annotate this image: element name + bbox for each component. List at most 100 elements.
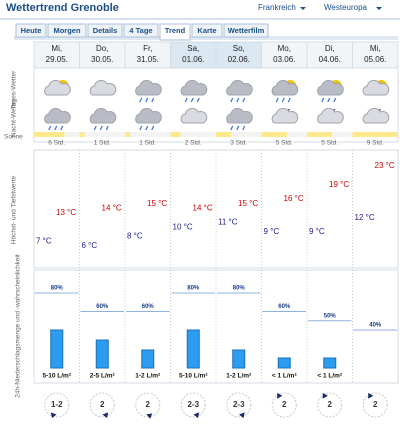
sunshine-track: [125, 132, 171, 137]
wind-rose: [44, 392, 70, 418]
high-temp: 19 °C: [329, 180, 349, 189]
rain-icon: [275, 97, 291, 103]
wind-arrow: [322, 392, 328, 399]
rain-icon: [184, 97, 200, 103]
precip-amount: < 1 L/m²: [317, 373, 343, 380]
rain-icon: [230, 97, 246, 103]
row-label: 24h-Niederschlagsmenge und -wahrscheinli…: [15, 254, 22, 398]
wind-arrow: [102, 412, 109, 419]
wind-rose: [362, 392, 388, 418]
cloud-icon: [135, 79, 162, 96]
probability-label: 80%: [51, 286, 64, 292]
day-name: Mo,: [278, 44, 291, 53]
day-date: 29.05.: [46, 55, 68, 64]
wind-strength: 2: [282, 400, 287, 409]
tab[interactable]: [15, 23, 47, 38]
precip-amount: 5-10 L/m²: [179, 373, 208, 380]
sunshine-label: 9 Std.: [367, 140, 384, 147]
day-date: 30.05.: [91, 55, 113, 64]
tab[interactable]: [87, 23, 123, 38]
day-name: Do,: [96, 44, 108, 53]
wind-arrow: [193, 412, 200, 419]
cloud-icon: [89, 79, 117, 96]
low-temp: 6 °C: [82, 241, 98, 250]
tab[interactable]: [191, 23, 223, 38]
cloud-icon: [226, 79, 253, 96]
sunshine-label: 3 Std.: [230, 140, 247, 147]
day-header: [215, 41, 262, 69]
wind-rose: [180, 392, 206, 418]
day-header: [352, 41, 399, 69]
cloud-icon: [89, 107, 117, 124]
low-temp: 9 °C: [264, 227, 280, 236]
row-label: Höchst- und Tiefstwerte: [11, 175, 18, 244]
sunshine-track: [79, 132, 125, 137]
low-temp: 8 °C: [127, 232, 143, 241]
sunshine-label: 6 Std.: [48, 140, 65, 147]
sunshine-bar: [352, 132, 398, 137]
day-header: [33, 41, 80, 69]
sunshine-bar: [307, 132, 333, 137]
sunshine-label: 2 Std.: [185, 140, 202, 147]
day-name: Fr,: [143, 44, 152, 53]
precip-amount: < 1 L/m²: [272, 373, 298, 380]
wind-arrow: [368, 392, 374, 399]
rain-icon: [321, 97, 337, 103]
probability-label: 80%: [233, 286, 246, 292]
sunshine-track: [216, 132, 262, 137]
precip-bar: [323, 357, 337, 369]
precip-bar: [277, 357, 291, 369]
precip-bar: [50, 329, 64, 369]
precip-amount: 2-5 L/m²: [90, 373, 116, 380]
tab[interactable]: [159, 23, 191, 41]
day-date: 01.06.: [182, 55, 204, 64]
cloud-icon: [180, 79, 208, 96]
probability-label: 40%: [369, 323, 382, 329]
tab[interactable]: [47, 23, 87, 38]
row-label: Sonne: [4, 134, 23, 141]
wind-strength: 1-2: [51, 400, 63, 409]
low-temp: 12 °C: [355, 213, 375, 222]
tab[interactable]: [223, 23, 269, 38]
rain-icon: [93, 125, 109, 131]
tab-label[interactable]: Wetterfilm: [228, 26, 265, 35]
probability-label: 60%: [96, 304, 109, 310]
wind-arrow: [239, 412, 245, 419]
wind-rose: [271, 392, 297, 418]
precip-bar: [232, 349, 246, 369]
wind-strength: 2: [328, 400, 333, 409]
cloud-icon: [317, 79, 344, 96]
tab-label[interactable]: 4 Tage: [129, 26, 152, 35]
day-name: Mi,: [370, 44, 381, 53]
tab[interactable]: [123, 23, 159, 38]
high-temp: 13 °C: [56, 208, 76, 217]
rain-icon: [48, 125, 64, 131]
tab-label[interactable]: Heute: [21, 26, 42, 35]
row-label: Nacht-Wetter: [11, 98, 18, 137]
region-select[interactable]: Frankreich: [258, 3, 296, 12]
row-label: Tages-Wetter: [11, 70, 18, 109]
wind-strength: 2: [373, 400, 378, 409]
tab-bar: [14, 36, 398, 40]
area-select[interactable]: Westeuropa: [324, 3, 368, 12]
high-temp: 15 °C: [238, 199, 258, 208]
sunshine-bar: [125, 132, 131, 137]
tab-label[interactable]: Details: [93, 26, 118, 35]
sunshine-label: 1 Std.: [94, 140, 111, 147]
wind-strength: 2: [146, 400, 151, 409]
rain-icon: [230, 125, 246, 131]
day-date: 02.06.: [228, 55, 250, 64]
tab-label[interactable]: Trend: [165, 26, 186, 35]
page-title: Wettertrend Grenoble: [6, 2, 119, 14]
wind-arrow: [277, 392, 283, 399]
tab-label[interactable]: Morgen: [53, 26, 81, 35]
tab-label[interactable]: Karte: [197, 26, 216, 35]
probability-label: 60%: [142, 304, 155, 310]
cloud-icon: [180, 107, 208, 124]
wind-arrow: [146, 413, 153, 419]
cloud-icon: [362, 107, 390, 124]
cloud-icon: [271, 79, 299, 96]
precip-bar: [141, 349, 155, 369]
day-name: So,: [233, 44, 245, 53]
